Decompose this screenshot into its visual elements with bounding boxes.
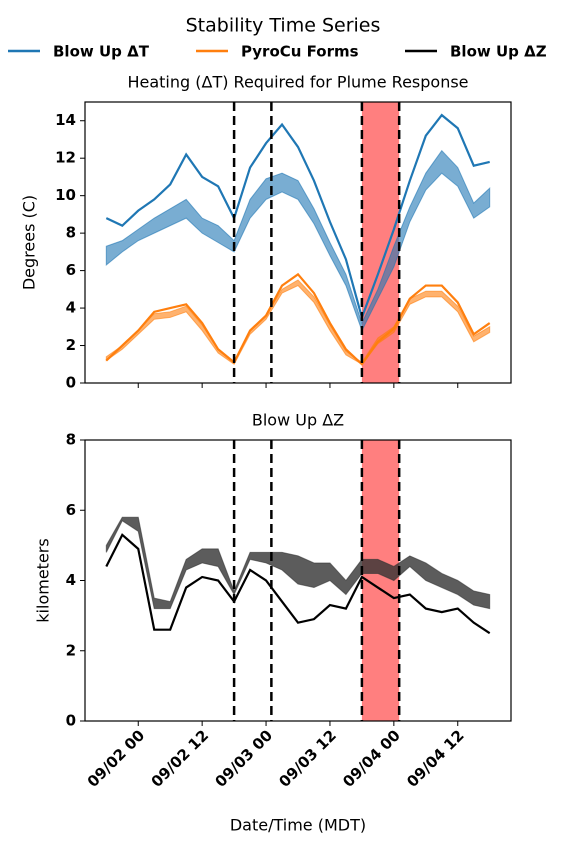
y-axis-label: kilometers [34, 538, 53, 622]
y-tick-label: 4 [66, 299, 76, 317]
series-line [105, 533, 491, 635]
x-tick-label: 09/03 12 [275, 726, 340, 791]
axes-title: Blow Up ΔZ [252, 411, 344, 430]
x-axis-label: Date/Time (MDT) [230, 816, 366, 835]
uncertainty-band [105, 149, 491, 332]
y-tick-label: 0 [66, 374, 76, 392]
y-tick-label: 6 [66, 501, 76, 519]
figure-title: Stability Time Series [186, 15, 381, 37]
axes-title: Heating (ΔT) Required for Plume Response [127, 73, 468, 92]
y-tick-label: 12 [55, 149, 76, 167]
x-tick-label: 09/02 00 [84, 726, 149, 791]
series-line [105, 113, 490, 322]
y-tick-label: 14 [55, 111, 76, 129]
y-tick-label: 6 [66, 261, 76, 279]
y-tick-label: 2 [66, 336, 76, 354]
x-tick-label: 09/04 12 [403, 726, 468, 791]
y-tick-label: 10 [55, 186, 76, 204]
uncertainty-band [105, 279, 491, 366]
uncertainty-band [105, 516, 491, 610]
series-line [105, 272, 491, 366]
y-tick-label: 8 [66, 224, 76, 242]
x-tick-label: 09/03 00 [211, 726, 276, 791]
legend-label: Blow Up ΔZ [450, 43, 547, 61]
legend-label: PyroCu Forms [241, 43, 359, 61]
y-axis-label: Degrees (C) [20, 195, 39, 290]
legend-label: Blow Up ΔT [53, 43, 150, 61]
y-tick-label: 4 [66, 571, 76, 589]
y-tick-label: 8 [66, 431, 76, 449]
x-tick-label: 09/02 12 [148, 726, 213, 791]
axes-frame [84, 101, 512, 384]
y-tick-label: 0 [66, 712, 76, 730]
x-tick-label: 09/04 00 [339, 726, 404, 791]
y-tick-label: 2 [66, 641, 76, 659]
legend: Blow Up ΔT PyroCu Forms Blow Up ΔZ [8, 43, 547, 61]
